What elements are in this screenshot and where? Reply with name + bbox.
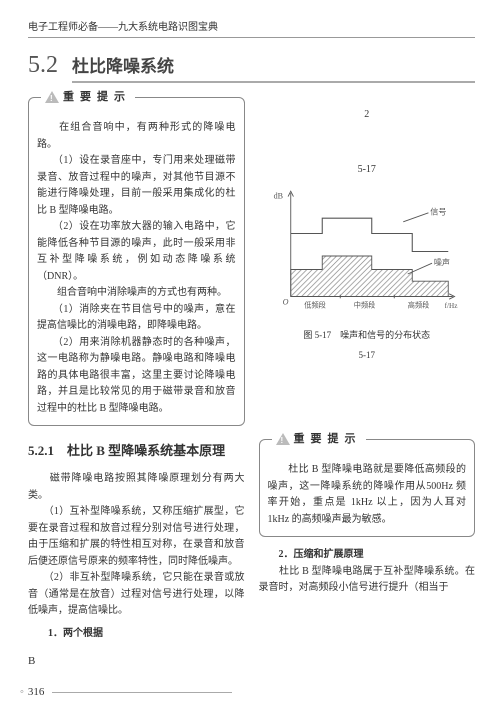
- svg-text:中频段: 中频段: [353, 300, 375, 309]
- section-heading: 5.2 杜比降噪系统: [28, 52, 475, 83]
- section-title-text: 杜比降噪系统: [72, 52, 475, 83]
- right-marker-1: 2: [259, 107, 476, 124]
- warning-icon: [276, 433, 290, 445]
- callout-1-title-text: 重要提示: [63, 88, 131, 106]
- left-tail-letter: B: [28, 652, 245, 670]
- callout-2-title-text: 重要提示: [294, 430, 362, 448]
- right-marker-2: 5-17: [259, 162, 476, 179]
- left-body-text: 磁带降噪电路按照其降噪原理划分有两大类。 （1）互补型降噪系统，又称压缩扩展型，…: [28, 471, 245, 620]
- svg-text:O: O: [282, 298, 288, 307]
- running-header: 电子工程师必备——九大系统电路识图宝典: [28, 18, 475, 38]
- page-number: ◦316: [20, 686, 232, 698]
- right-tail-text: 杜比 B 型降噪电路属于互补型降噪系统。在录音时，对高频段小信号进行提升（相当于: [259, 564, 476, 597]
- subsection-heading: 5.2.1 杜比 B 型降噪系统基本原理: [28, 440, 245, 461]
- svg-text:信号: 信号: [430, 207, 446, 217]
- svg-text:低频段: 低频段: [304, 300, 326, 309]
- right-column: 2 5-17 dB f/Hz O: [259, 97, 476, 671]
- right-sub-heading: 2．压缩和扩展原理: [259, 547, 476, 564]
- svg-text:高频段: 高频段: [407, 300, 429, 309]
- left-column: 重要提示 在组合音响中，有两种形式的降噪电路。 （1）设在录音座中，专门用来处理…: [28, 97, 245, 671]
- callout-1-body: 在组合音响中，有两种形式的降噪电路。 （1）设在录音座中，专门用来处理磁带录音、…: [37, 120, 236, 417]
- section-number: 5.2: [28, 52, 58, 79]
- callout-2-title: 重要提示: [272, 430, 366, 448]
- svg-text:dB: dB: [273, 191, 282, 200]
- callout-box-1: 重要提示 在组合音响中，有两种形式的降噪电路。 （1）设在录音座中，专门用来处理…: [28, 97, 245, 426]
- warning-icon: [45, 91, 59, 103]
- callout-2-body: 杜比 B 型降噪电路就是要降低高频段的噪声，这一降噪系统的降噪作用从500Hz …: [268, 462, 467, 528]
- callout-box-2: 重要提示 杜比 B 型降噪电路就是要降低高频段的噪声，这一降噪系统的降噪作用从5…: [259, 439, 476, 537]
- figure-below-label: 5-17: [259, 348, 476, 363]
- callout-1-title: 重要提示: [41, 88, 135, 106]
- figure-5-17: dB f/Hz O: [259, 184, 476, 363]
- svg-text:噪声: 噪声: [433, 257, 449, 267]
- page-number-value: 316: [28, 686, 45, 698]
- figure-svg: dB f/Hz O: [259, 184, 476, 319]
- svg-text:f/Hz: f/Hz: [444, 302, 457, 310]
- figure-caption: 图 5-17 噪声和信号的分布状态: [259, 328, 476, 343]
- left-sub-1: 1．两个根据: [28, 626, 245, 643]
